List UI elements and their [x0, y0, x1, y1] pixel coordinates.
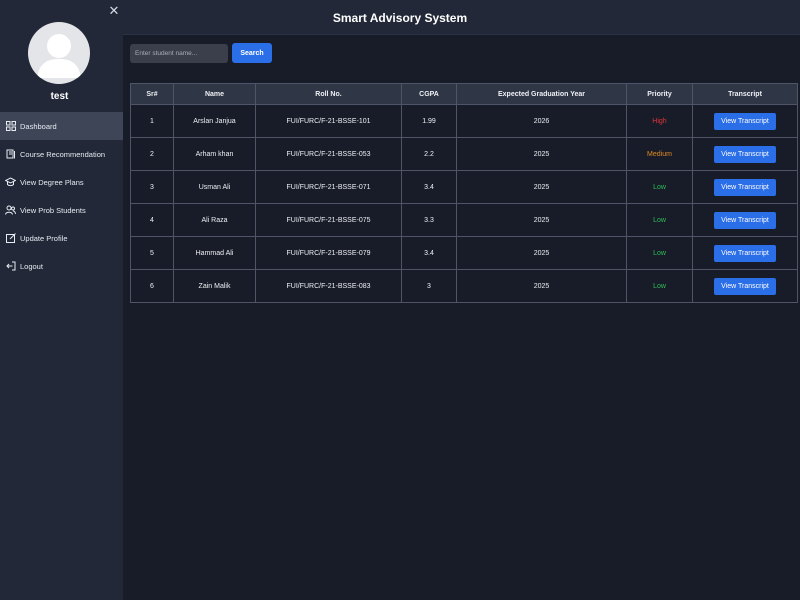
cell-roll-no: FUI/FURC/F-21-BSSE-053: [255, 137, 402, 171]
cell-graduation-year: 2025: [456, 137, 627, 171]
table-row: 2 Arham khan FUI/FURC/F-21-BSSE-053 2.2 …: [130, 137, 798, 171]
column-header-expected-graduation-year: Expected Graduation Year: [456, 83, 627, 105]
cell-roll-no: FUI/FURC/F-21-BSSE-101: [255, 104, 402, 138]
cell-sr: 5: [130, 236, 174, 270]
cell-sr: 6: [130, 269, 174, 303]
priority-badge: Medium: [626, 137, 693, 171]
cell-name: Hammad Ali: [173, 236, 256, 270]
column-header-cgpa: CGPA: [401, 83, 457, 105]
search-button[interactable]: Search: [232, 43, 272, 63]
students-table: Sr# Name Roll No. CGPA Expected Graduati…: [130, 83, 798, 303]
column-header-roll-no: Roll No.: [255, 83, 402, 105]
cell-roll-no: FUI/FURC/F-21-BSSE-083: [255, 269, 402, 303]
sidebar-item-dashboard[interactable]: Dashboard: [0, 112, 123, 140]
table-row: 6 Zain Malik FUI/FURC/F-21-BSSE-083 3 20…: [130, 269, 798, 303]
sidebar-item-view-degree-plans[interactable]: View Degree Plans: [0, 168, 123, 196]
cell-transcript: View Transcript: [692, 203, 798, 237]
cell-roll-no: FUI/FURC/F-21-BSSE-071: [255, 170, 402, 204]
cell-roll-no: FUI/FURC/F-21-BSSE-075: [255, 203, 402, 237]
sidebar-item-logout[interactable]: Logout: [0, 252, 123, 280]
cell-cgpa: 3.3: [401, 203, 457, 237]
view-transcript-button[interactable]: View Transcript: [714, 178, 776, 196]
cell-name: Usman Ali: [173, 170, 256, 204]
sidebar-item-label: View Prob Students: [20, 205, 86, 215]
cell-cgpa: 1.99: [401, 104, 457, 138]
column-header-priority: Priority: [626, 83, 693, 105]
cell-transcript: View Transcript: [692, 236, 798, 270]
cell-graduation-year: 2025: [456, 236, 627, 270]
cell-transcript: View Transcript: [692, 269, 798, 303]
cell-transcript: View Transcript: [692, 104, 798, 138]
search-input[interactable]: [130, 44, 228, 63]
cell-graduation-year: 2025: [456, 269, 627, 303]
cell-cgpa: 3.4: [401, 236, 457, 270]
table-row: 1 Arslan Janjua FUI/FURC/F-21-BSSE-101 1…: [130, 104, 798, 138]
table-row: 3 Usman Ali FUI/FURC/F-21-BSSE-071 3.4 2…: [130, 170, 798, 204]
sidebar-item-update-profile[interactable]: Update Profile: [0, 224, 123, 252]
cell-graduation-year: 2025: [456, 170, 627, 204]
priority-badge: Low: [626, 236, 693, 270]
edit-icon: [5, 233, 16, 244]
logout-icon: [5, 261, 16, 272]
priority-badge: Low: [626, 170, 693, 204]
sidebar-item-label: Logout: [20, 261, 43, 271]
close-icon[interactable]: ✕: [108, 3, 120, 18]
table-row: 4 Ali Raza FUI/FURC/F-21-BSSE-075 3.3 20…: [130, 203, 798, 237]
cell-sr: 4: [130, 203, 174, 237]
column-header-name: Name: [173, 83, 256, 105]
column-header-transcript: Transcript: [692, 83, 798, 105]
sidebar-item-label: Course Recommendation: [20, 149, 106, 159]
cell-name: Zain Malik: [173, 269, 256, 303]
cell-transcript: View Transcript: [692, 170, 798, 204]
cell-name: Arslan Janjua: [173, 104, 256, 138]
cell-cgpa: 3: [401, 269, 457, 303]
graduation-cap-icon: [5, 177, 16, 188]
page-title: Smart Advisory System: [332, 11, 468, 25]
cell-sr: 1: [130, 104, 174, 138]
book-icon: [5, 149, 16, 160]
cell-name: Ali Raza: [173, 203, 256, 237]
table-row: 5 Hammad Ali FUI/FURC/F-21-BSSE-079 3.4 …: [130, 236, 798, 270]
sidebar-item-view-prob-students[interactable]: View Prob Students: [0, 196, 123, 224]
cell-graduation-year: 2025: [456, 203, 627, 237]
view-transcript-button[interactable]: View Transcript: [714, 244, 776, 262]
view-transcript-button[interactable]: View Transcript: [714, 277, 776, 295]
sidebar-nav: Dashboard Course Recommendation View Deg…: [0, 112, 123, 280]
cell-sr: 2: [130, 137, 174, 171]
table-header-row: Sr# Name Roll No. CGPA Expected Graduati…: [130, 83, 798, 105]
sidebar: ✕ test Dashboard Course Recom: [0, 0, 123, 600]
sidebar-item-label: Dashboard: [20, 121, 57, 131]
cell-sr: 3: [130, 170, 174, 204]
priority-badge: High: [626, 104, 693, 138]
column-header-sr: Sr#: [130, 83, 174, 105]
cell-name: Arham khan: [173, 137, 256, 171]
username: test: [50, 91, 69, 102]
sidebar-item-label: Update Profile: [20, 233, 68, 243]
cell-cgpa: 2.2: [401, 137, 457, 171]
view-transcript-button[interactable]: View Transcript: [714, 145, 776, 163]
cell-graduation-year: 2026: [456, 104, 627, 138]
cell-transcript: View Transcript: [692, 137, 798, 171]
view-transcript-button[interactable]: View Transcript: [714, 211, 776, 229]
sidebar-item-course-recommendation[interactable]: Course Recommendation: [0, 140, 123, 168]
header-bar: Smart Advisory System: [123, 0, 800, 35]
cell-cgpa: 3.4: [401, 170, 457, 204]
priority-badge: Low: [626, 269, 693, 303]
avatar: [28, 22, 90, 84]
dashboard-icon: [5, 121, 16, 132]
sidebar-item-label: View Degree Plans: [20, 177, 84, 187]
view-transcript-button[interactable]: View Transcript: [714, 112, 776, 130]
users-icon: [5, 205, 16, 216]
cell-roll-no: FUI/FURC/F-21-BSSE-079: [255, 236, 402, 270]
priority-badge: Low: [626, 203, 693, 237]
